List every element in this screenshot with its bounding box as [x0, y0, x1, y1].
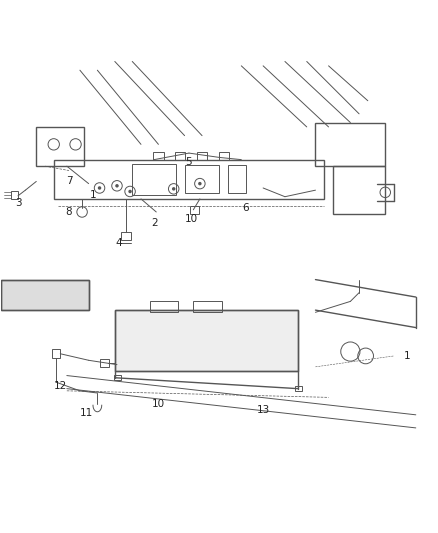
Bar — [99, 359, 109, 367]
Text: 12: 12 — [53, 382, 67, 391]
Text: 6: 6 — [242, 203, 248, 213]
Bar — [114, 375, 120, 380]
Bar — [1, 280, 88, 310]
Bar — [175, 152, 185, 159]
Text: 2: 2 — [150, 218, 157, 228]
Text: 10: 10 — [184, 214, 197, 223]
Bar — [115, 310, 297, 371]
Bar — [193, 301, 221, 312]
Bar — [36, 127, 84, 166]
Text: 4: 4 — [116, 238, 122, 247]
Bar — [51, 349, 60, 358]
Bar — [11, 191, 18, 199]
Text: 5: 5 — [185, 157, 192, 167]
Text: 7: 7 — [66, 176, 72, 187]
Bar — [53, 159, 323, 199]
Bar — [294, 386, 301, 391]
Text: 10: 10 — [152, 399, 165, 409]
Text: 3: 3 — [15, 198, 22, 208]
Text: 8: 8 — [66, 207, 72, 217]
Text: 13: 13 — [256, 406, 269, 415]
Circle shape — [115, 184, 118, 188]
Bar — [184, 165, 219, 193]
Bar — [228, 165, 245, 193]
Bar — [115, 310, 297, 371]
Circle shape — [98, 186, 101, 190]
Bar — [189, 206, 199, 214]
Text: 1: 1 — [403, 351, 410, 361]
Text: 11: 11 — [80, 408, 93, 418]
Circle shape — [128, 190, 131, 193]
Bar — [132, 164, 176, 195]
Circle shape — [198, 182, 201, 185]
Bar — [315, 123, 385, 166]
Bar — [120, 232, 130, 240]
Bar — [1, 280, 88, 310]
Bar — [153, 152, 163, 159]
Bar — [196, 152, 207, 159]
Bar — [218, 152, 229, 159]
Bar — [149, 301, 178, 312]
Text: 1: 1 — [89, 190, 96, 199]
Bar — [332, 166, 385, 214]
Circle shape — [172, 187, 175, 191]
